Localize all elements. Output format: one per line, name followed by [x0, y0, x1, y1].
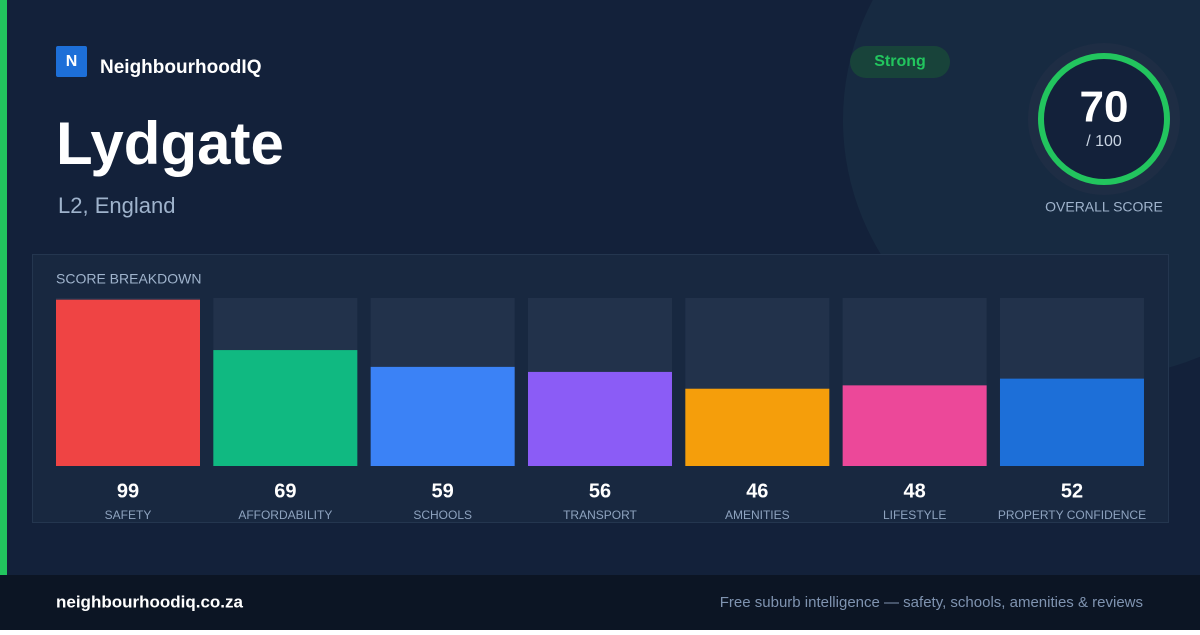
bars: 99 SAFETY 69 AFFORDABILITY 59 SCHOOLS 56 TRANSP… — [56, 298, 1146, 522]
bar — [56, 299, 200, 466]
score-ring — [1038, 53, 1170, 185]
brand: NeighbourhoodIQ — [100, 57, 261, 78]
badge-text: Strong — [874, 53, 926, 70]
bar-value: 46 — [746, 480, 768, 502]
title: Lydgate — [56, 110, 284, 177]
bar-value: 56 — [589, 480, 611, 502]
bar-label: LIFESTYLE — [883, 508, 946, 522]
bar-label: SAFETY — [105, 508, 152, 522]
bar-value: 69 — [274, 480, 296, 502]
bar-label: PROPERTY CONFIDENCE — [998, 508, 1146, 522]
breakdown-title: SCORE BREAKDOWN — [56, 271, 201, 287]
score-suffix: / 100 — [1086, 133, 1122, 150]
badge — [850, 46, 950, 78]
bar-label: AMENITIES — [725, 508, 790, 522]
footer — [0, 575, 1200, 630]
bar-value: 52 — [1061, 480, 1083, 502]
bar-value: 99 — [117, 480, 139, 502]
bar-label: AFFORDABILITY — [238, 508, 332, 522]
logo — [56, 46, 87, 77]
accent-strip — [0, 0, 7, 575]
footer-site: neighbourhoodiq.co.za — [56, 592, 244, 611]
bar — [527, 371, 672, 466]
bar — [213, 350, 358, 466]
bar-label: TRANSPORT — [563, 508, 637, 522]
footer-tagline: Free suburb intelligence — safety, schoo… — [720, 594, 1143, 611]
logo-letter: N — [66, 53, 78, 70]
bar-value: 59 — [432, 480, 454, 502]
bar-value: 48 — [904, 480, 926, 502]
bar — [370, 366, 515, 466]
bar — [685, 388, 830, 466]
bar — [999, 378, 1144, 466]
subtitle: L2, England — [58, 193, 175, 218]
score-value: 70 — [1080, 83, 1129, 132]
score-label: OVERALL SCORE — [1045, 199, 1163, 215]
bar-label: SCHOOLS — [413, 508, 472, 522]
bar — [842, 385, 987, 466]
